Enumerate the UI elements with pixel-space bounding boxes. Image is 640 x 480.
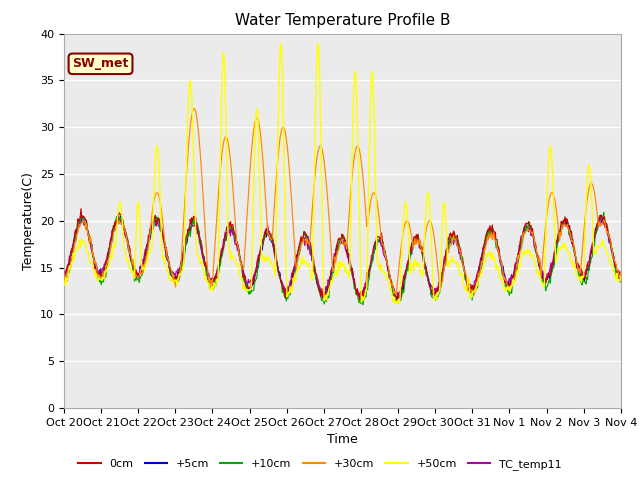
Text: SW_met: SW_met xyxy=(72,57,129,70)
Title: Water Temperature Profile B: Water Temperature Profile B xyxy=(235,13,450,28)
X-axis label: Time: Time xyxy=(327,433,358,446)
Y-axis label: Temperature(C): Temperature(C) xyxy=(22,172,35,270)
Legend: 0cm, +5cm, +10cm, +30cm, +50cm, TC_temp11: 0cm, +5cm, +10cm, +30cm, +50cm, TC_temp1… xyxy=(74,455,566,474)
